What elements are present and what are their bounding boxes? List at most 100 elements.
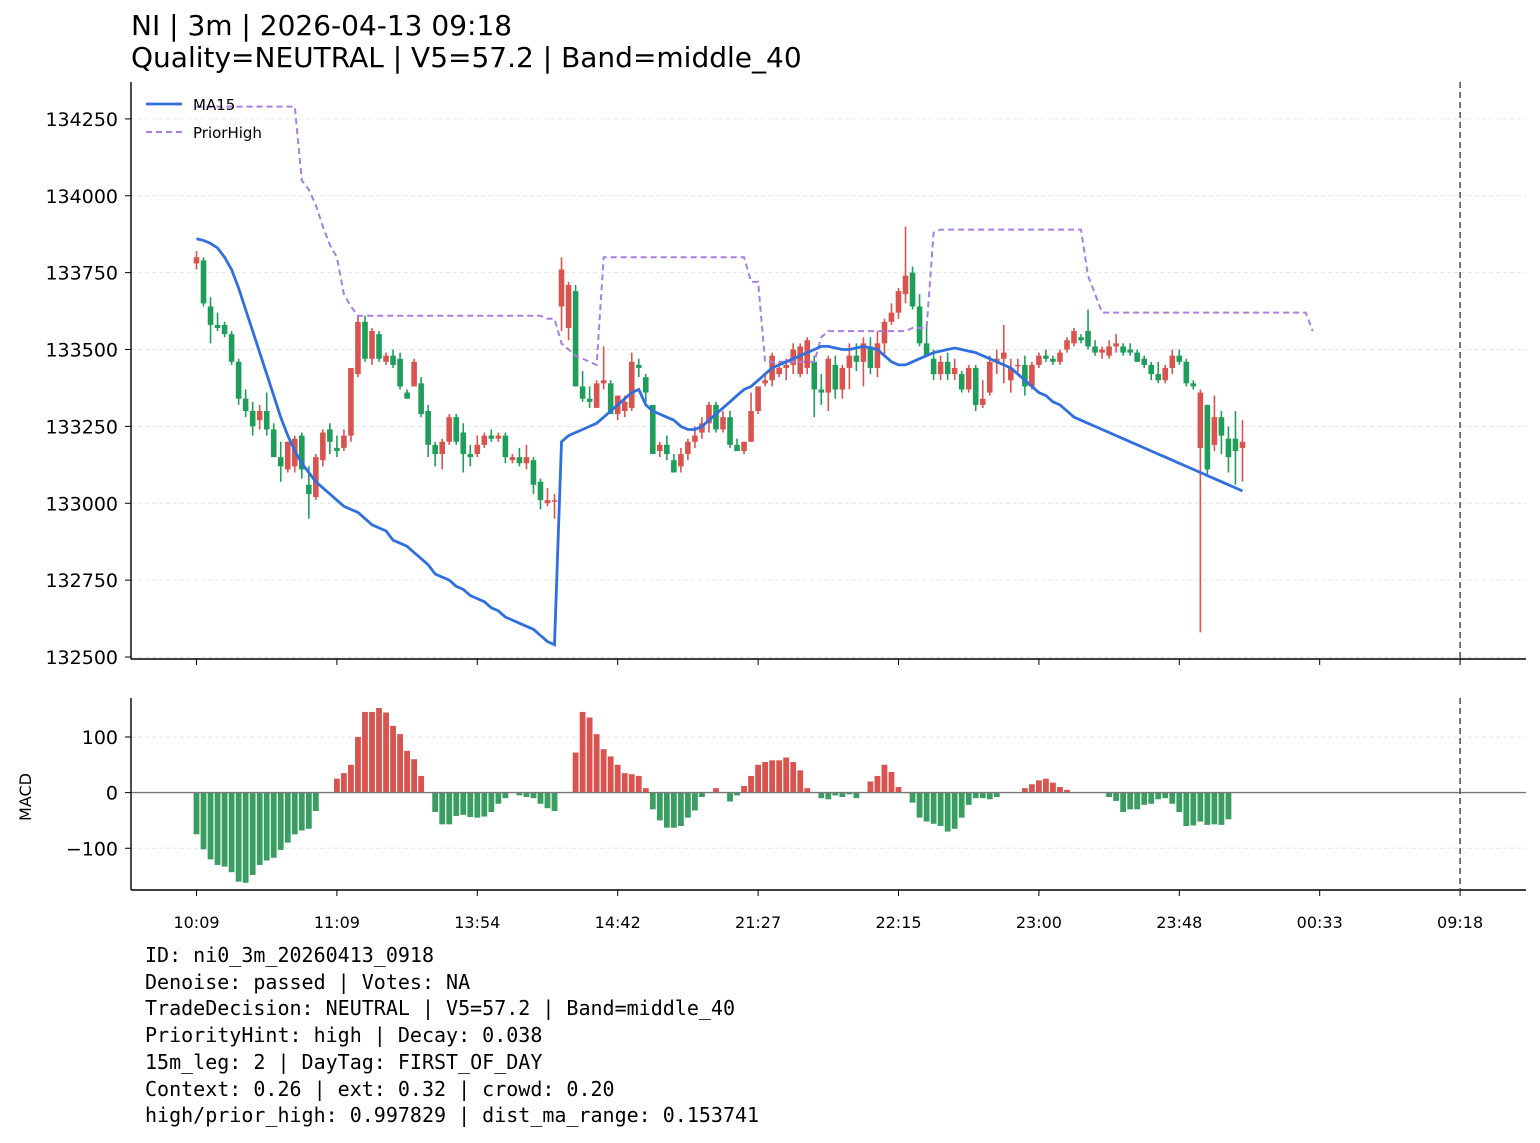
macd-bar [741, 785, 747, 793]
candle-body [664, 444, 670, 455]
macd-bar [923, 792, 930, 822]
macd-bar [916, 792, 923, 818]
candle-body [1022, 364, 1028, 387]
macd-bar [1141, 792, 1148, 805]
candle-body [432, 444, 438, 455]
candle-body [572, 291, 579, 387]
candle-body [867, 346, 874, 368]
candle-body [284, 441, 291, 470]
macd-bar [776, 760, 783, 793]
macd-bar [663, 792, 670, 828]
candle-body [797, 346, 804, 375]
macd-bar [748, 775, 754, 793]
candle-body [1120, 346, 1126, 353]
candle-body [1029, 364, 1035, 387]
candle-body [1148, 364, 1155, 375]
macd-bar [1218, 792, 1225, 825]
price-ytick-label: 134250 [45, 109, 118, 131]
macd-bar [544, 792, 551, 809]
macd-bar [1106, 792, 1112, 798]
xtick-label: 14:42 [595, 913, 641, 932]
macd-bar [270, 792, 277, 858]
macd-bar [607, 756, 614, 793]
info-line: TradeDecision: NEUTRAL | V5=57.2 | Band=… [145, 996, 736, 1021]
macd-bar [727, 792, 733, 802]
candle-body [1211, 417, 1218, 445]
legend-priorhigh-label: PriorHigh [193, 124, 262, 142]
macd-bar [642, 788, 649, 793]
candle-body [741, 441, 747, 451]
candle-body [235, 361, 242, 399]
candle-body [1169, 355, 1176, 368]
candle-body [1197, 392, 1204, 448]
macd-bar [867, 781, 874, 793]
macd-bars [131, 708, 1526, 883]
macd-bar [579, 711, 586, 793]
macd-bar [818, 792, 825, 799]
candle-body [390, 355, 396, 365]
macd-bar [804, 788, 811, 793]
macd-bar [944, 792, 951, 832]
info-line: PriorityHint: high | Decay: 0.038 [145, 1023, 543, 1048]
candle-body [551, 500, 558, 502]
macd-bar [986, 792, 993, 800]
macd-bar [221, 792, 228, 867]
price-ytick-label: 132750 [45, 570, 118, 592]
info-line: ID: ni0_3m_20260413_0918 [145, 943, 434, 967]
candle-body [1064, 340, 1070, 350]
macd-bar [593, 734, 600, 793]
macd-bar [369, 711, 375, 793]
macd-bar [839, 792, 846, 798]
macd-bar [411, 759, 418, 793]
candle-body [334, 447, 340, 451]
macd-bar [502, 792, 509, 799]
info-line: high/prior_high: 0.997829 | dist_ma_rang… [145, 1103, 760, 1128]
chart-title-block: NI | 3m | 2026-04-13 09:18 Quality=NEUTR… [131, 10, 802, 74]
macd-bar [699, 792, 705, 798]
candle-body [1036, 355, 1042, 365]
candle-body [263, 411, 270, 430]
macd-bar [284, 792, 291, 843]
candle-body [986, 361, 993, 393]
macd-bar [1155, 792, 1162, 800]
xtick-label: 00:33 [1297, 913, 1343, 932]
macd-bar [1169, 792, 1176, 804]
candle-body [607, 383, 614, 415]
macd-bar [734, 792, 740, 796]
candle-body [1176, 355, 1183, 362]
macd-bar [312, 792, 319, 811]
macd-bar [467, 792, 474, 818]
macd-bar [298, 792, 305, 831]
macd-bar [685, 792, 691, 818]
candle-body [671, 460, 677, 473]
macd-bar [1127, 792, 1134, 810]
candle-body [1113, 343, 1119, 347]
price-ytick-label: 133500 [45, 340, 118, 362]
candle-body [853, 355, 860, 362]
candle-body [439, 441, 445, 455]
macd-bar [432, 792, 439, 813]
candle-body [657, 444, 663, 451]
candle-body [228, 334, 235, 362]
candle-body [509, 457, 516, 461]
macd-bar [874, 775, 881, 793]
chart-canvas: 132500 132750 133000 133250 133500 133750 1340… [16, 82, 1526, 932]
candle-body [1127, 349, 1133, 353]
macd-bar [649, 792, 656, 810]
macd-bar [404, 750, 410, 793]
macd-bar [1190, 792, 1197, 826]
macd-bar [235, 792, 242, 882]
candle-body [320, 432, 326, 461]
candle-body [1218, 417, 1225, 436]
macd-bar [635, 775, 642, 793]
macd-bar [481, 792, 488, 817]
candle-body [902, 275, 909, 295]
candle-body [811, 361, 818, 390]
macd-bar [242, 792, 249, 883]
macd-bar [383, 712, 389, 793]
macd-bar [790, 762, 797, 793]
macd-bar [825, 792, 832, 800]
macd-bar [656, 792, 663, 821]
candle-body [1001, 352, 1007, 359]
candle-body [383, 355, 389, 362]
